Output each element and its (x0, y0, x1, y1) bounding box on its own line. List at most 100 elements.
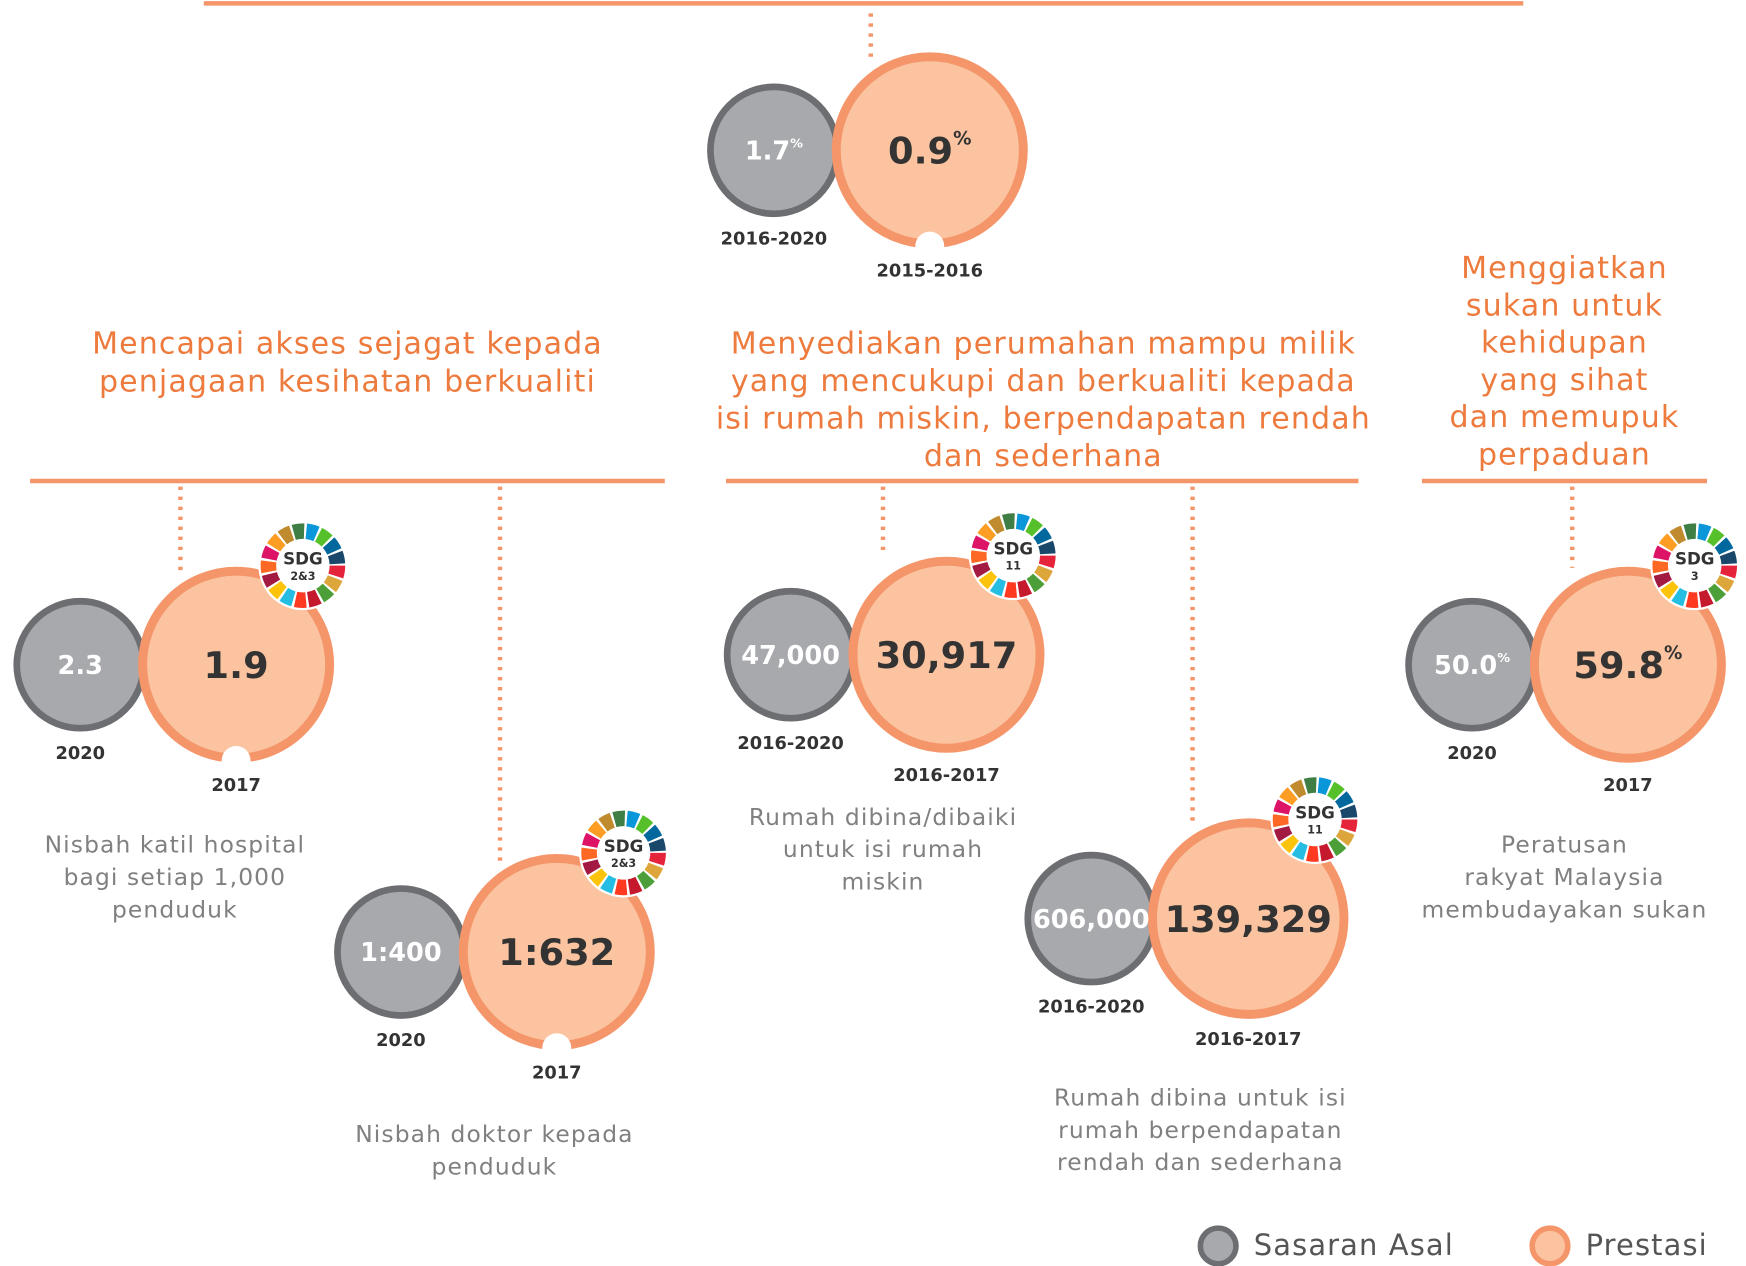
value: 1.9 (204, 643, 269, 686)
actual-circle (848, 556, 1045, 753)
actual-period: 2016-2017 (1195, 1029, 1301, 1050)
sdg-label: SDG (1675, 549, 1715, 569)
legend-swatch (1197, 1225, 1239, 1266)
actual-period: 2017 (532, 1062, 582, 1083)
value: 606,000 (1033, 905, 1150, 935)
actual-circle (1529, 566, 1726, 763)
sdg-number: 2&3 (290, 570, 315, 583)
section-heading: yang mencukupi dan berkualiti kepada (731, 364, 1356, 399)
value: 1.7% (745, 136, 803, 166)
section-heading: penjagaan kesihatan berkualiti (99, 365, 596, 400)
rules (30, 1, 1707, 484)
value-number: 0.9 (888, 129, 953, 172)
value: 2.3 (58, 651, 103, 681)
sdg-segment (970, 513, 1056, 598)
sdg-segment (581, 810, 666, 896)
value-number: 1.9 (204, 643, 269, 686)
sdg-segment (581, 810, 666, 896)
section-heading: dan sederhana (924, 439, 1163, 474)
description: Rumah dibina/dibaiki (749, 803, 1017, 831)
description: Nisbah doktor kepada (355, 1120, 633, 1148)
description: rakyat Malaysia (1464, 863, 1664, 891)
notch (542, 1033, 572, 1063)
value-number: 139,329 (1165, 897, 1332, 940)
value: 0.9% (888, 129, 971, 172)
sdg-segment (1652, 523, 1738, 608)
sdg-segment (1272, 777, 1358, 862)
sdg-segment (1652, 523, 1738, 608)
description: Peratusan (1501, 831, 1628, 859)
section-heading: dan memupuk (1449, 400, 1679, 435)
sdg-number: 11 (1006, 560, 1021, 573)
value-unit: % (790, 136, 803, 151)
notch (915, 231, 945, 261)
section-heading: Menyediakan perumahan mampu milik (731, 327, 1356, 362)
sdg-segment (970, 513, 1056, 598)
value-number: 1.7 (745, 137, 790, 167)
value-unit: % (1497, 650, 1510, 665)
actual-period: 2017 (1603, 775, 1653, 796)
description: rendah dan sederhana (1057, 1148, 1344, 1176)
value-number: 50.0 (1434, 651, 1497, 681)
description: untuk isi rumah (783, 835, 983, 863)
sdg-label: SDG (604, 836, 644, 856)
legend-swatch (1529, 1225, 1571, 1266)
sdg-segment (1652, 523, 1738, 608)
sdg-segment (581, 810, 666, 896)
description: membudayakan sukan (1422, 895, 1708, 923)
section-heading: yang sihat (1480, 363, 1648, 398)
sdg-segment (260, 523, 346, 608)
section-heading: isi rumah miskin, berpendapatan rendah (716, 402, 1371, 437)
actual-period: 2016-2017 (893, 765, 999, 786)
actual-period: 2015-2016 (877, 261, 983, 282)
target-period: 2020 (1447, 743, 1497, 764)
value: 59.8% (1573, 643, 1682, 686)
value-unit: % (953, 129, 971, 150)
value: 50.0% (1434, 650, 1510, 680)
sdg-segment (1272, 777, 1358, 862)
value-number: 606,000 (1033, 905, 1150, 935)
value-number: 59.8 (1573, 643, 1664, 686)
value-number: 30,917 (876, 633, 1018, 676)
value: 1:400 (360, 938, 441, 968)
target-period: 2016-2020 (1038, 997, 1144, 1018)
value-number: 1:400 (360, 938, 441, 968)
section-heading: Menggiatkan (1461, 251, 1668, 286)
description: Rumah dibina untuk isi (1054, 1083, 1347, 1111)
legend-label: Prestasi (1586, 1228, 1708, 1262)
sdg-number: 11 (1307, 824, 1322, 837)
sdg-segment (260, 523, 346, 608)
value: 30,917 (876, 633, 1018, 676)
description: penduduk (112, 895, 238, 923)
description: rumah berpendapatan (1058, 1116, 1342, 1144)
description: miskin (842, 867, 925, 895)
notch (221, 746, 251, 775)
sdg-label: SDG (283, 549, 323, 569)
value: 1:632 (498, 931, 615, 974)
sdg-segment (1272, 777, 1358, 862)
actual-period: 2017 (211, 775, 261, 796)
sdg-number: 3 (1691, 570, 1699, 583)
section-heading: kehidupan (1481, 326, 1648, 361)
description: bagi setiap 1,000 (64, 863, 287, 891)
value-number: 47,000 (741, 641, 840, 671)
sdg-segment (970, 513, 1056, 598)
description: Nisbah katil hospital (45, 831, 306, 859)
value-unit: % (1664, 643, 1682, 664)
sdg-segment (1272, 777, 1358, 862)
section-heading: Mencapai akses sejagat kepada (92, 327, 603, 362)
legend-label: Sasaran Asal (1254, 1228, 1454, 1262)
value: 139,329 (1165, 897, 1332, 940)
value-number: 1:632 (498, 931, 615, 974)
value: 47,000 (741, 641, 840, 671)
target-period: 2016-2020 (737, 733, 843, 754)
target-period: 2020 (376, 1030, 426, 1051)
actual-circle (1148, 818, 1349, 1019)
sdg-segment (581, 810, 666, 896)
sdg-segment (260, 523, 346, 608)
sdg-label: SDG (1295, 802, 1335, 822)
target-period: 2020 (55, 743, 105, 764)
target-period: 2016-2020 (721, 228, 827, 249)
section-heading: sukan untuk (1466, 288, 1663, 323)
